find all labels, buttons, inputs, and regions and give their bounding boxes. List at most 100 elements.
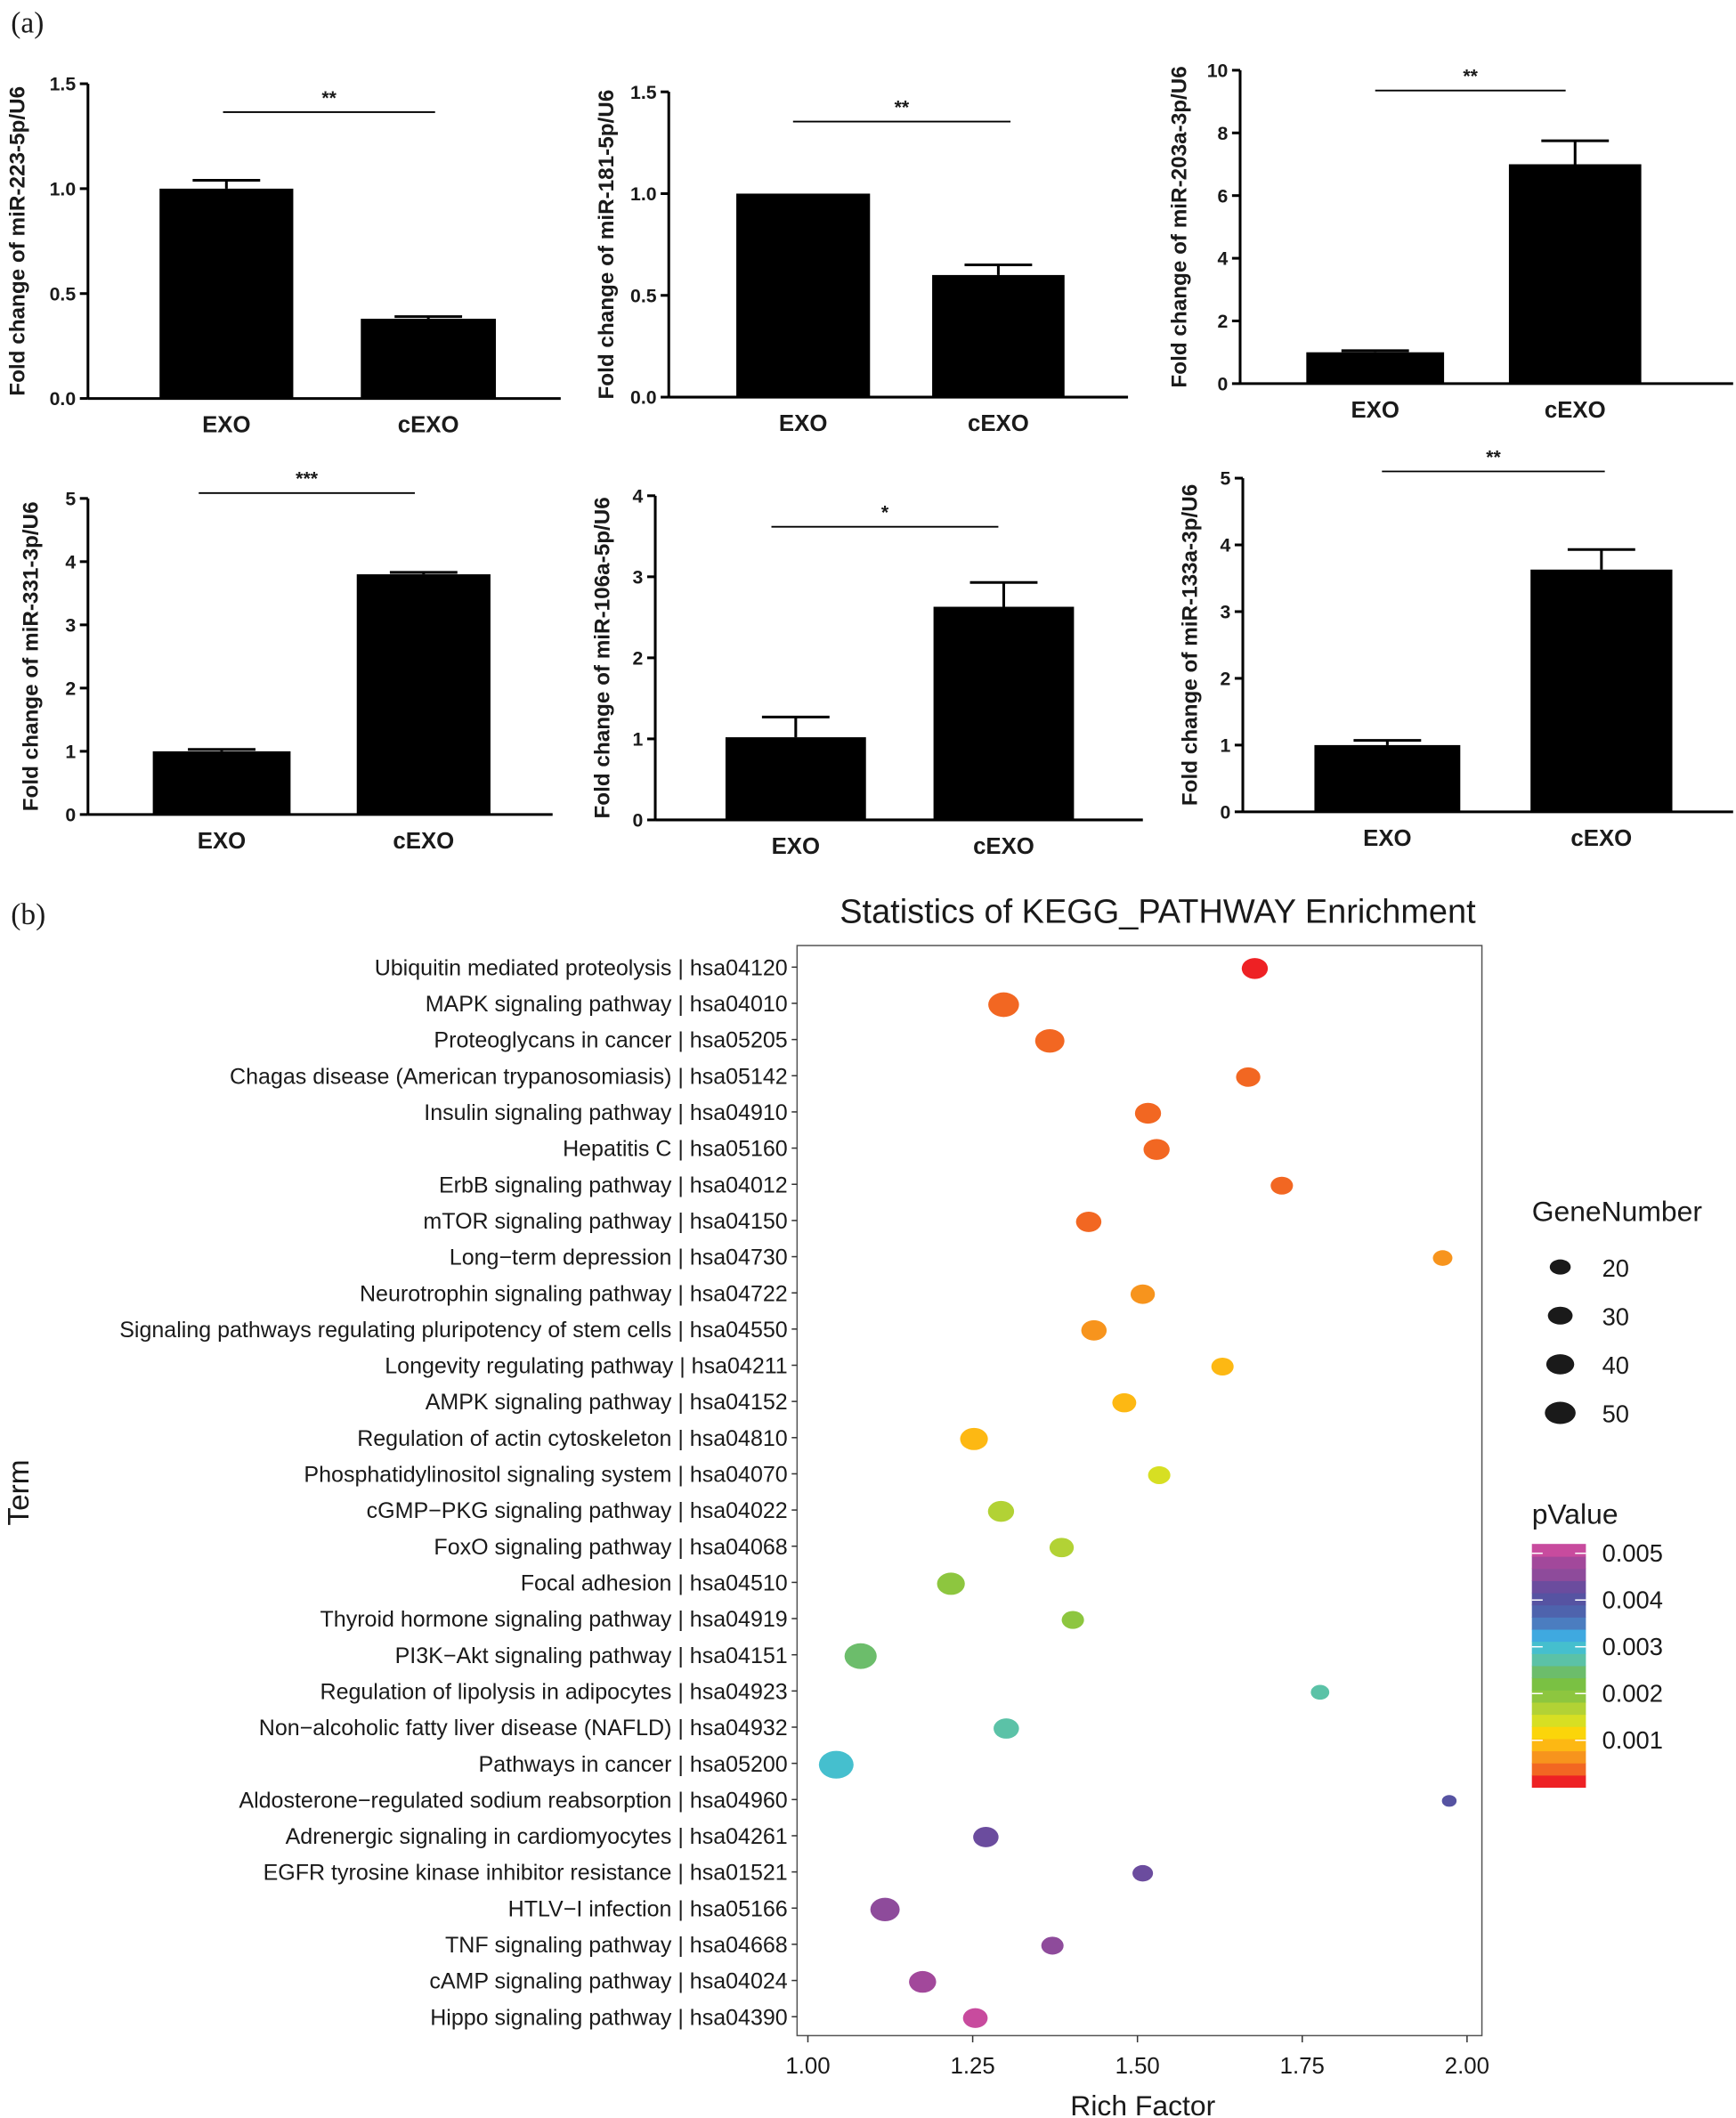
x-tick-label: cEXO	[1545, 398, 1606, 423]
x-tick-label: EXO	[202, 413, 250, 438]
term-label: Insulin signaling pathway | hsa04910	[424, 1100, 787, 1125]
y-tick-label: 10	[1207, 60, 1229, 81]
size-legend-label: 30	[1602, 1302, 1629, 1330]
x-axis-label: Rich Factor	[1070, 2090, 1215, 2118]
colorbar-label: 0.002	[1602, 1679, 1663, 1707]
x-tick-label: cEXO	[393, 829, 454, 854]
significance-stars: **	[895, 96, 910, 118]
x-tick-label: 1.00	[785, 2054, 830, 2079]
term-label: PI3K−Akt signaling pathway | hsa04151	[395, 1643, 788, 1668]
x-tick-label: EXO	[1363, 826, 1411, 851]
y-tick-label: 1.0	[50, 178, 77, 199]
colorbar-bin	[1531, 1677, 1586, 1691]
y-tick-label: 1.5	[630, 82, 657, 103]
y-axis-label: Fold change of miR-181-5p/U6	[595, 90, 619, 400]
bubble-point	[1432, 1250, 1453, 1266]
term-label: Hepatitis C | hsa05160	[563, 1137, 788, 1162]
colorbar-bin	[1531, 1592, 1586, 1606]
y-tick-label: 1	[65, 741, 76, 762]
bar-cexo	[1508, 164, 1642, 384]
bubble-point	[1148, 1465, 1171, 1484]
bar-cexo	[361, 319, 497, 399]
y-tick-label: 0.5	[50, 283, 77, 304]
y-tick-label: 5	[65, 488, 76, 509]
x-tick-label: cEXO	[398, 413, 459, 438]
y-tick-label: 3	[633, 566, 644, 588]
colorbar-bin	[1531, 1653, 1586, 1667]
x-tick-label: cEXO	[968, 411, 1029, 436]
y-tick-label: 5	[1221, 468, 1231, 490]
bubble-point	[994, 1718, 1019, 1739]
bar-cexo	[356, 574, 491, 815]
colorbar-bin	[1531, 1738, 1586, 1752]
bubble-point	[1441, 1795, 1457, 1807]
y-tick-label: 3	[65, 614, 76, 636]
colorbar-bin	[1531, 1774, 1586, 1789]
colorbar-bin	[1531, 1617, 1586, 1630]
bar-panels: 0.0 0.5 1.0 1.5 EXO cEXO ** Fold change of miR-…	[5, 60, 1733, 859]
y-tick-label: 1	[633, 729, 644, 751]
y-tick-label: 0	[1221, 801, 1231, 823]
term-label: Phosphatidylinositol signaling system | …	[304, 1463, 787, 1488]
size-legend-label: 50	[1602, 1400, 1629, 1428]
bubble-point	[1081, 1319, 1107, 1341]
y-tick-label: 4	[633, 485, 644, 507]
term-label: TNF signaling pathway | hsa04668	[445, 1933, 788, 1958]
colorbar-bin	[1531, 1762, 1586, 1776]
bubble-point	[962, 2008, 988, 2028]
term-label: Longevity regulating pathway | hsa04211	[385, 1354, 787, 1379]
bubble-point	[818, 1750, 854, 1779]
colorbar-bin	[1531, 1714, 1586, 1727]
y-tick-label: 0	[65, 804, 76, 825]
bar-exo	[736, 193, 871, 398]
term-label: Chagas disease (American trypanosomiasis…	[230, 1064, 788, 1089]
bubble-point	[844, 1643, 877, 1669]
bubble-point	[987, 1500, 1015, 1522]
y-axis-label: Fold change of miR-133a-3p/U6	[1178, 484, 1202, 806]
x-tick-label: EXO	[779, 411, 827, 436]
bar-exo	[725, 737, 866, 820]
bubble-point	[1034, 1028, 1065, 1053]
y-tick-label: 2	[1218, 311, 1229, 332]
bubble-point	[1132, 1864, 1154, 1882]
term-label: cAMP signaling pathway | hsa04024	[429, 1969, 787, 1994]
bar-cexo	[933, 606, 1075, 820]
colorbar-bin	[1531, 1726, 1586, 1740]
y-tick-label: 0.0	[50, 388, 77, 410]
size-legend-marker	[1545, 1401, 1576, 1424]
colorbar-label: 0.004	[1602, 1586, 1663, 1613]
y-tick-label: 0.0	[630, 387, 657, 409]
bubble-point	[973, 1827, 999, 1847]
y-tick-label: 3	[1221, 602, 1231, 623]
y-tick-label: 4	[65, 551, 76, 572]
term-label: AMPK signaling pathway | hsa04152	[426, 1390, 788, 1415]
significance-stars: **	[1486, 446, 1501, 467]
significance-stars: **	[1463, 66, 1478, 87]
size-legend-title: GeneNumber	[1532, 1196, 1703, 1228]
colorbar-bin	[1531, 1580, 1586, 1594]
y-tick-label: 1.5	[50, 74, 77, 95]
term-label: Signaling pathways regulating pluripoten…	[119, 1318, 787, 1343]
y-axis-label: Fold change of miR-331-3p/U6	[20, 501, 44, 811]
colorbar-label: 0.003	[1602, 1633, 1663, 1660]
bubble-point	[988, 992, 1019, 1018]
y-tick-label: 0.5	[630, 285, 657, 306]
bubble-point	[960, 1427, 988, 1450]
colorbar-bin	[1531, 1544, 1586, 1557]
term-label: Thyroid hormone signaling pathway | hsa0…	[320, 1607, 788, 1632]
bubble-point	[1049, 1538, 1075, 1558]
term-label: Long−term depression | hsa04730	[450, 1246, 788, 1270]
bubble-point	[1143, 1139, 1170, 1160]
bubble-point	[1134, 1102, 1162, 1124]
chart-title: Statistics of KEGG_PATHWAY Enrichment	[840, 893, 1476, 930]
term-label: Aldosterone−regulated sodium reabsorptio…	[239, 1788, 787, 1813]
y-tick-label: 2	[65, 678, 76, 699]
bubble-point	[1310, 1684, 1330, 1700]
plot-frame	[796, 945, 1483, 2037]
bubble-point	[1041, 1936, 1064, 1955]
x-tick-label: EXO	[772, 834, 820, 859]
colorbar-bin	[1531, 1555, 1586, 1570]
bar-panel-1: 0.0 0.5 1.0 1.5 EXO cEXO ** Fold change of miR-…	[5, 74, 561, 438]
bubble-point	[1241, 958, 1269, 979]
